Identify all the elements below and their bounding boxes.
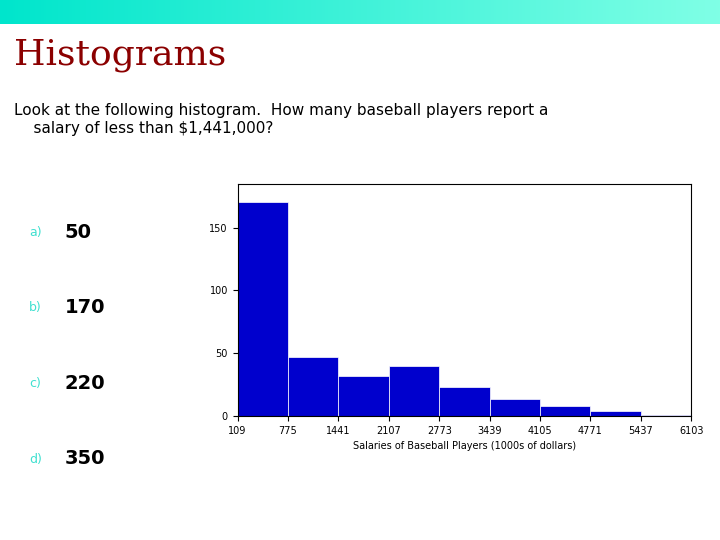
Text: a): a) — [29, 226, 42, 239]
Bar — [389, 366, 439, 416]
X-axis label: Salaries of Baseball Players (1000s of dollars): Salaries of Baseball Players (1000s of d… — [353, 441, 576, 451]
Text: Histograms: Histograms — [14, 38, 227, 72]
Text: c): c) — [29, 377, 40, 390]
Bar — [338, 376, 389, 416]
Text: 220: 220 — [65, 374, 105, 393]
Bar — [238, 202, 288, 416]
Text: d): d) — [29, 453, 42, 465]
Bar — [490, 400, 540, 416]
Bar — [641, 415, 691, 416]
Bar — [540, 406, 590, 416]
Text: Look at the following histogram.  How many baseball players report a
    salary : Look at the following histogram. How man… — [14, 103, 549, 136]
Text: 50: 50 — [65, 222, 92, 242]
Bar — [590, 411, 641, 416]
Text: 350: 350 — [65, 449, 105, 469]
Bar — [288, 357, 338, 416]
Text: 170: 170 — [65, 298, 105, 318]
Text: b): b) — [29, 301, 42, 314]
Bar — [439, 387, 490, 416]
